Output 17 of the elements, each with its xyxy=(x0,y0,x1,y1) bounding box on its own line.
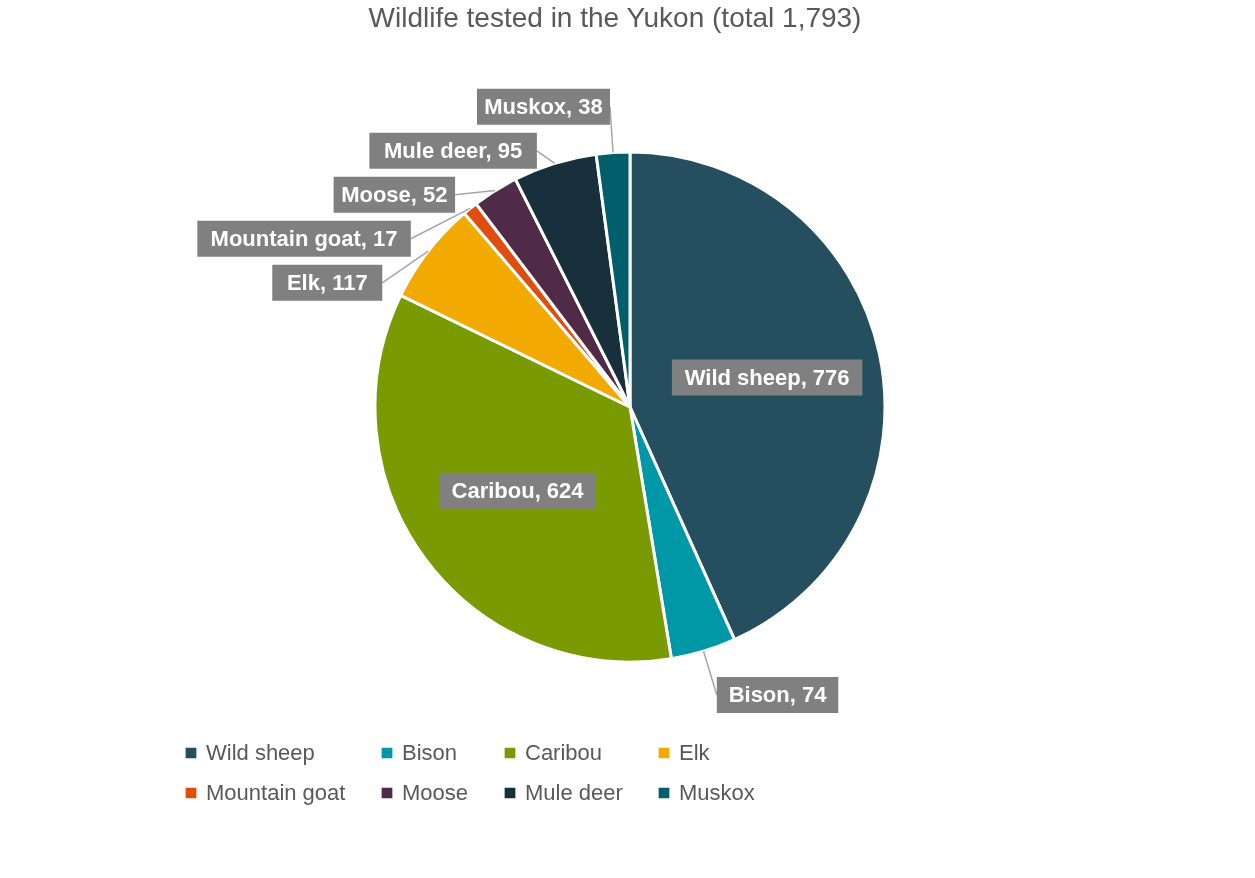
legend-label: Muskox xyxy=(679,780,755,805)
legend-label: Bison xyxy=(402,740,458,765)
legend-label: Wild sheep xyxy=(206,740,315,765)
data-label: Moose, 52 xyxy=(341,181,448,207)
legend-label: Moose xyxy=(402,780,469,805)
data-label: Mule deer, 95 xyxy=(384,137,523,163)
legend-label: Mountain goat xyxy=(206,780,346,805)
chart-title: Wildlife tested in the Yukon (total 1,793) xyxy=(368,2,862,33)
data-label: Mountain goat, 17 xyxy=(210,225,398,251)
legend-label: Elk xyxy=(679,740,711,765)
data-label: Caribou, 624 xyxy=(451,477,585,503)
data-label: Bison, 74 xyxy=(728,682,828,708)
data-label: Muskox, 38 xyxy=(484,93,603,119)
legend-label: Mule deer xyxy=(525,780,623,805)
data-label: Wild sheep, 776 xyxy=(684,364,850,390)
data-label: Elk, 117 xyxy=(286,269,368,295)
legend-label: Caribou xyxy=(525,740,603,765)
